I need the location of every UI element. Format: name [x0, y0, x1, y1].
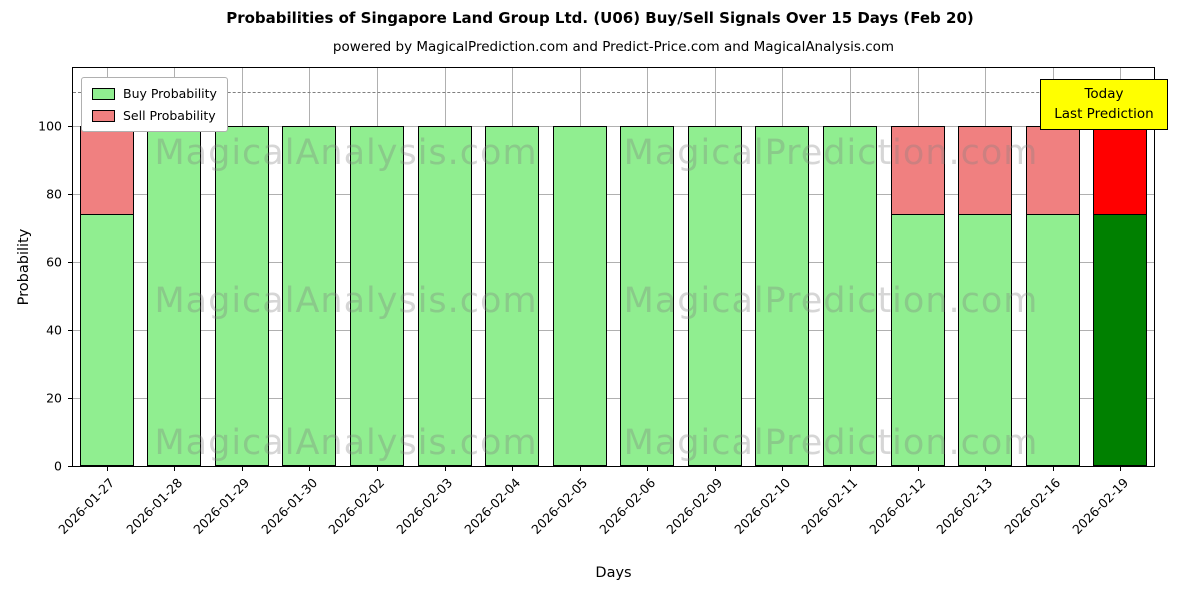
bar-segment-sell — [79, 125, 134, 216]
legend-item-sell: Sell Probability — [92, 108, 217, 123]
x-tick-label: 2026-02-04 — [460, 475, 523, 537]
bar-segment-sell — [958, 125, 1013, 216]
x-tick — [377, 467, 379, 471]
y-tick-label: 40 — [46, 322, 62, 338]
watermark-text: MagicalAnalysis.com — [154, 423, 538, 463]
x-tick-label: 2026-02-12 — [866, 475, 929, 537]
watermark-text: MagicalPrediction.com — [623, 281, 1039, 321]
bar-segment-buy — [417, 125, 472, 466]
x-tick-label: 2026-01-30 — [258, 475, 321, 537]
bar-segment-buy — [552, 125, 607, 466]
x-tick — [782, 467, 784, 471]
bar-segment-buy — [620, 125, 675, 466]
x-axis-label: Days — [595, 565, 632, 581]
bar-segment-buy — [1093, 214, 1148, 466]
watermark-text: MagicalPrediction.com — [623, 133, 1039, 173]
dashed-threshold-line — [73, 91, 1154, 93]
x-tick-label: 2026-01-29 — [190, 475, 253, 537]
watermark-text: MagicalAnalysis.com — [154, 281, 538, 321]
x-tick — [106, 467, 108, 471]
x-tick-label: 2026-02-19 — [1068, 475, 1131, 537]
x-tick — [647, 467, 649, 471]
today-annotation-line1: Today — [1084, 86, 1124, 102]
x-tick-label: 2026-01-28 — [122, 475, 185, 537]
x-tick — [714, 467, 716, 471]
sell-color-swatch — [92, 109, 115, 122]
legend: Buy Probability Sell Probability — [81, 77, 228, 132]
x-tick-label: 2026-01-27 — [55, 475, 118, 537]
x-tick — [1052, 467, 1054, 471]
bar-segment-sell — [1025, 125, 1080, 216]
bar-segment-buy — [79, 214, 134, 466]
y-tick-label: 0 — [54, 458, 62, 474]
y-gridline — [73, 329, 1154, 331]
y-gridline — [73, 397, 1154, 399]
bar-segment-buy — [687, 125, 742, 466]
x-tick — [444, 467, 446, 471]
x-tick — [512, 467, 514, 471]
x-tick-label: 2026-02-11 — [798, 475, 861, 537]
x-tick-label: 2026-02-02 — [325, 475, 388, 537]
y-gridline — [73, 193, 1154, 195]
x-tick — [985, 467, 987, 471]
bar-segment-buy — [214, 125, 269, 466]
today-annotation-line2: Last Prediction — [1054, 106, 1154, 123]
legend-item-buy: Buy Probability — [92, 86, 217, 101]
x-tick-label: 2026-02-06 — [595, 475, 658, 537]
x-tick — [579, 467, 581, 471]
y-tick-label: 100 — [38, 118, 62, 134]
x-tick-label: 2026-02-16 — [1001, 475, 1064, 537]
y-gridline — [73, 125, 1154, 127]
bar-segment-buy — [485, 125, 540, 466]
x-tick-label: 2026-02-13 — [933, 475, 996, 537]
chart-subtitle: powered by MagicalPrediction.com and Pre… — [332, 39, 895, 55]
bar-segment-buy — [890, 214, 945, 466]
plot-area: Buy Probability Sell Probability Magical… — [72, 67, 1155, 467]
x-tick — [917, 467, 919, 471]
bar-segment-buy — [282, 125, 337, 466]
y-gridline — [73, 261, 1154, 263]
legend-label-sell: Sell Probability — [123, 108, 216, 123]
chart-title: Probabilities of Singapore Land Group Lt… — [226, 9, 974, 27]
x-tick — [1120, 467, 1122, 471]
bar-segment-buy — [147, 125, 202, 466]
x-tick-label: 2026-02-09 — [663, 475, 726, 537]
bar-segment-buy — [755, 125, 810, 466]
x-tick-label: 2026-02-03 — [393, 475, 456, 537]
bar-segment-sell — [1093, 125, 1148, 216]
x-tick — [309, 467, 311, 471]
watermark-text: MagicalAnalysis.com — [154, 133, 538, 173]
bar-segment-sell — [890, 125, 945, 216]
x-tick — [241, 467, 243, 471]
y-tick-label: 20 — [46, 390, 62, 406]
buy-color-swatch — [92, 87, 115, 100]
bar-segment-buy — [822, 125, 877, 466]
legend-label-buy: Buy Probability — [123, 86, 217, 101]
y-axis-label: Probability — [16, 228, 32, 306]
bar-segment-buy — [350, 125, 405, 466]
watermark-text: MagicalPrediction.com — [623, 423, 1039, 463]
x-tick-label: 2026-02-10 — [731, 475, 794, 537]
today-annotation: Today Last Prediction — [1040, 79, 1168, 130]
y-tick-label: 80 — [46, 186, 62, 202]
x-tick — [849, 467, 851, 471]
x-tick — [174, 467, 176, 471]
x-tick-label: 2026-02-05 — [528, 475, 591, 537]
